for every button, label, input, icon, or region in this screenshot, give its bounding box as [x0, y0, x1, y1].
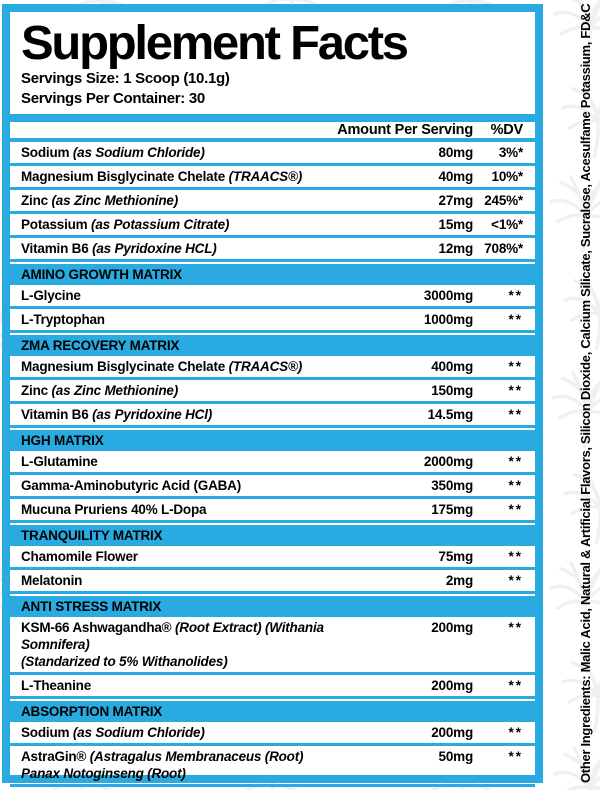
ingredient-amount: 12mg [438, 241, 474, 256]
ingredient-dv: ** [508, 620, 523, 635]
table-row: Sodium (as Sodium Chloride) 80mg 3%* [10, 142, 535, 166]
ingredient-name: Melatonin [21, 573, 83, 588]
ingredient-dv: ** [508, 725, 523, 740]
table-row: Potassium (as Potassium Citrate) 15mg <1… [10, 214, 535, 238]
ingredient-name: Vitamin B6 (as Pyridoxine HCl) [21, 407, 213, 422]
table-row: AstraGin® (Astragalus Membranaceus (Root… [10, 746, 535, 787]
ingredient-name: Zinc (as Zinc Methionine) [21, 383, 179, 398]
ingredient-dv: 3%* [498, 145, 523, 160]
ingredient-amount: 200mg [431, 620, 473, 635]
ingredient-name: L-Glycine [21, 288, 81, 303]
ingredient-name: Vitamin B6 (as Pyridoxine HCL) [21, 241, 217, 256]
ingredient-dv: ** [508, 407, 523, 422]
table-row: Sodium (as Sodium Chloride) 200mg ** [10, 722, 535, 746]
ingredient-name: Magnesium Bisglycinate Chelate (TRAACS®) [21, 169, 302, 184]
ingredient-name: Mucuna Pruriens 40% L-Dopa [21, 502, 207, 517]
ingredient-name: Gamma-Aminobutyric Acid (GABA) [21, 478, 242, 493]
table-row: Zinc (as Zinc Methionine) 150mg ** [10, 380, 535, 404]
matrix-section-header: HGH MATRIX [10, 428, 535, 451]
table-row: KSM-66 Ashwagandha® (Root Extract) (With… [10, 617, 535, 675]
ingredient-dv: ** [508, 549, 523, 564]
ingredient-dv: <1%* [491, 217, 523, 232]
ingredient-name: Potassium (as Potassium Citrate) [21, 217, 230, 232]
ingredient-amount: 75mg [438, 549, 474, 564]
ingredient-amount: 150mg [431, 383, 473, 398]
ingredient-dv: ** [508, 312, 523, 327]
facts-title: Supplement Facts [21, 17, 409, 70]
ingredient-amount: 50mg [438, 749, 474, 764]
table-row: Melatonin 2mg ** [10, 570, 535, 594]
ingredient-amount: 200mg [431, 725, 473, 740]
ingredient-dv: ** [508, 502, 523, 517]
table-header: Amount Per Serving %DV [10, 122, 535, 142]
ingredient-name: Magnesium Bisglycinate Chelate (TRAACS®) [21, 359, 302, 374]
ingredient-dv: 708%* [484, 241, 523, 256]
ingredient-dv: ** [508, 749, 523, 764]
table-row: Mucuna Pruriens 40% L-Dopa 175mg ** [10, 499, 535, 523]
ingredient-name: L-Theanine [21, 678, 92, 693]
matrix-section-header: AMINO GROWTH MATRIX [10, 262, 535, 285]
matrix-section-header: ZMA RECOVERY MATRIX [10, 333, 535, 356]
ingredient-amount: 1000mg [423, 312, 473, 327]
ingredient-dv: 245%* [484, 193, 523, 208]
ingredient-amount: 15mg [438, 217, 474, 232]
table-row: Vitamin B6 (as Pyridoxine HCL) 12mg 708%… [10, 238, 535, 262]
ingredient-amount: 14.5mg [427, 407, 474, 422]
ingredient-name: L-Tryptophan [21, 312, 105, 327]
ingredient-dv: ** [508, 478, 523, 493]
ingredient-amount: 40mg [438, 169, 474, 184]
ingredient-name: Zinc (as Zinc Methionine) [21, 193, 179, 208]
ingredient-dv: ** [508, 383, 523, 398]
ingredient-amount: 200mg [431, 678, 473, 693]
table-row: L-Theanine 200mg ** [10, 675, 535, 699]
ingredient-name: Sodium (as Sodium Chloride) [21, 725, 205, 740]
ingredient-dv: ** [508, 573, 523, 588]
table-row: L-Tryptophan 1000mg ** [10, 309, 535, 333]
ingredient-dv: ** [508, 288, 523, 303]
dv-header: %DV [490, 122, 524, 138]
amount-per-serving-header: Amount Per Serving [337, 122, 473, 138]
table-row: Magnesium Bisglycinate Chelate (TRAACS®)… [10, 166, 535, 190]
table-row: Vitamin B6 (as Pyridoxine HCl) 14.5mg ** [10, 404, 535, 428]
ingredient-dv: 10%* [491, 169, 524, 184]
ingredient-amount: 2000mg [423, 454, 473, 469]
ingredient-amount: 175mg [431, 502, 473, 517]
matrix-section-header: ANTI STRESS MATRIX [10, 594, 535, 617]
other-ingredients-vertical-text: Other Ingredients: Malic Acid, Natural &… [578, 0, 593, 783]
table-body: Sodium (as Sodium Chloride) 80mg 3%* Mag… [10, 142, 535, 790]
table-row: Magnesium Bisglycinate Chelate (TRAACS®)… [10, 356, 535, 380]
ingredient-name: Chamomile Flower [21, 549, 138, 564]
ingredient-amount: 27mg [438, 193, 474, 208]
ingredient-amount: 350mg [431, 478, 473, 493]
ingredient-name: Sodium (as Sodium Chloride) [21, 145, 205, 160]
serving-size-line: Servings Size: 1 Scoop (10.1g) [21, 70, 230, 87]
servings-per-container-line: Servings Per Container: 30 [21, 90, 205, 107]
matrix-section-header: ABSORPTION MATRIX [10, 699, 535, 722]
ingredient-name: L-Glutamine [21, 454, 98, 469]
ingredient-dv: ** [508, 454, 523, 469]
ingredient-amount: 2mg [445, 573, 473, 588]
table-row: Chamomile Flower 75mg ** [10, 546, 535, 570]
table-row: Zinc (as Zinc Methionine) 27mg 245%* [10, 190, 535, 214]
ingredient-name: AstraGin® (Astragalus Membranaceus (Root… [21, 749, 304, 781]
ingredient-dv: ** [508, 678, 523, 693]
ingredient-name: KSM-66 Ashwagandha® (Root Extract) (With… [21, 620, 324, 669]
ingredient-amount: 80mg [438, 145, 474, 160]
title-box: Supplement Facts Servings Size: 1 Scoop … [10, 12, 535, 122]
ingredient-amount: 400mg [431, 359, 473, 374]
table-row: L-Glycine 3000mg ** [10, 285, 535, 309]
table-row: L-Glutamine 2000mg ** [10, 451, 535, 475]
ingredient-amount: 3000mg [423, 288, 473, 303]
ingredient-dv: ** [508, 359, 523, 374]
facts-panel: Supplement Facts Servings Size: 1 Scoop … [2, 4, 543, 787]
table-row: Gamma-Aminobutyric Acid (GABA) 350mg ** [10, 475, 535, 499]
matrix-section-header: TRANQUILITY MATRIX [10, 523, 535, 546]
